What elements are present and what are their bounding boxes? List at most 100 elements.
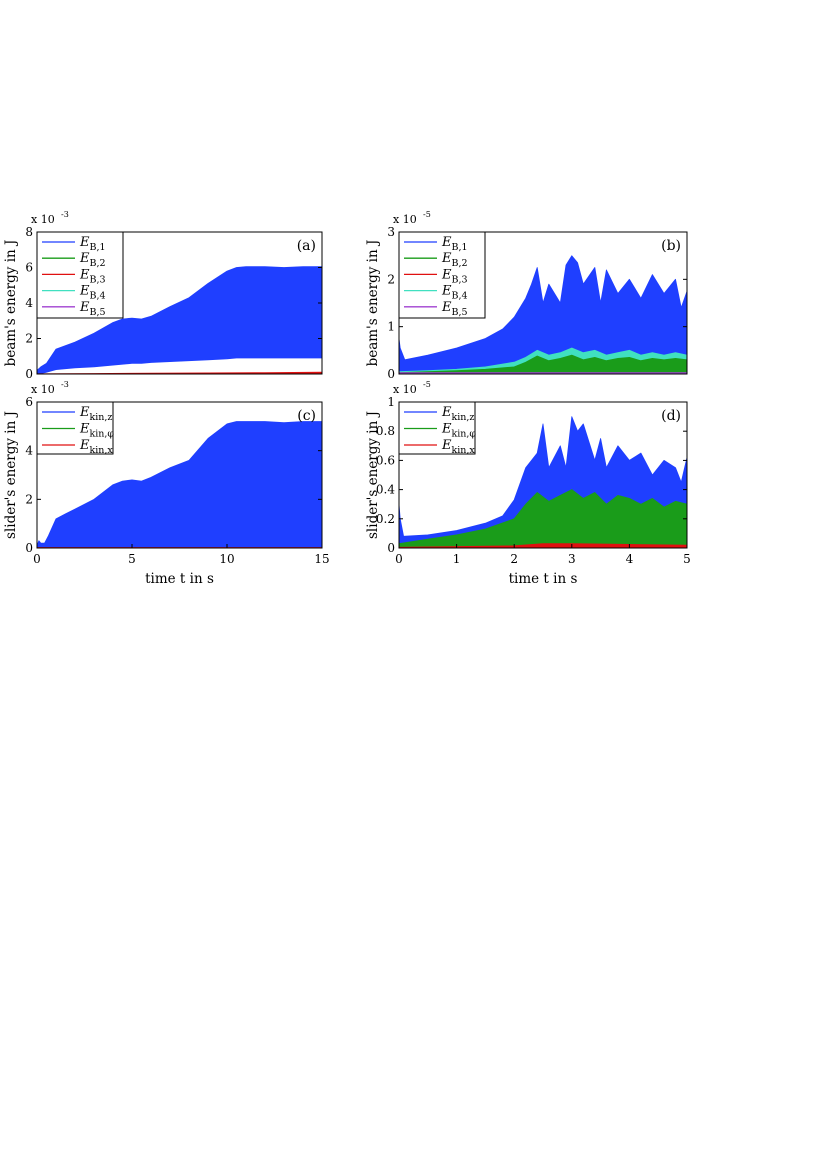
panel-c: 0 2 4 6 0 5 10 15 x 10 -3 (c) slider's energy in J t…	[3, 380, 330, 587]
y-tick-label: 2	[387, 272, 395, 286]
legend-entry-2: EB,2	[79, 251, 106, 269]
y-tick-label: 3	[387, 225, 395, 239]
y-tick-label: 0.4	[376, 483, 395, 497]
x-tick-label: 5	[128, 552, 136, 566]
legend-base: E	[79, 284, 90, 299]
y-tick-label: 6	[25, 261, 33, 275]
legend-base: E	[79, 251, 90, 266]
x-axis-label: time t in s	[145, 571, 214, 587]
x-tick-label: 15	[314, 552, 329, 566]
x-tick-label: 3	[568, 552, 576, 566]
legend-entry-2: Ekin,φ	[79, 422, 114, 440]
x-tick-label: 2	[510, 552, 518, 566]
legend-base: E	[79, 438, 90, 453]
legend-entry-5: EB,5	[441, 300, 468, 318]
legend-sub: B,4	[452, 291, 468, 302]
y-tick-label: 0.2	[376, 512, 395, 526]
legend-sub: kin,φ	[452, 429, 477, 440]
y-axis-label: slider's energy in J	[365, 411, 381, 539]
x-tick-label: 10	[219, 552, 234, 566]
legend-sub: kin,z	[452, 412, 475, 423]
legend-sub: kin,x	[90, 445, 114, 456]
legend-entry-3: EB,3	[79, 267, 106, 285]
y-tick-label: 4	[25, 296, 33, 310]
x-tick-label: 4	[626, 552, 634, 566]
legend-base: E	[441, 284, 452, 299]
y-tick-label: 0	[387, 367, 395, 381]
legend-sub: kin,z	[90, 412, 113, 423]
panel-label: (a)	[297, 238, 316, 254]
x-tick-label: 0	[33, 552, 41, 566]
panel-d: 0 0.2 0.4 0.6 0.8 1 0 1 2 3 4 5 x 10 -5 (d) slider's en…	[365, 380, 691, 587]
legend-sub: B,3	[90, 274, 106, 285]
y-tick-label: 2	[25, 492, 33, 506]
panel-label: (d)	[661, 408, 681, 424]
y-multiplier: x 10	[393, 383, 417, 396]
legend-base: E	[441, 251, 452, 266]
legend-sub: B,1	[90, 242, 106, 253]
legend-sub: B,2	[452, 258, 468, 269]
legend-entry-1: EB,1	[79, 235, 106, 253]
legend-sub: kin,x	[452, 445, 476, 456]
y-tick-label: 6	[25, 395, 33, 409]
legend-base: E	[79, 300, 90, 315]
legend-base: E	[79, 405, 90, 420]
legend-entry-3: Ekin,x	[441, 438, 475, 456]
y-tick-label: 1	[387, 395, 395, 409]
legend-sub: kin,φ	[90, 429, 115, 440]
legend-sub: B,5	[452, 307, 468, 318]
legend-entry-5: EB,5	[79, 300, 106, 318]
y-tick-label: 0.8	[376, 424, 395, 438]
y-tick-label: 0	[25, 541, 33, 555]
legend-base: E	[441, 300, 452, 315]
legend-base: E	[79, 267, 90, 282]
x-tick-label: 5	[683, 552, 691, 566]
x-tick-label: 1	[453, 552, 461, 566]
legend-entry-2: Ekin,φ	[441, 422, 476, 440]
y-axis-label: beam's energy in J	[3, 240, 19, 367]
legend-entry-1: Ekin,z	[79, 405, 112, 423]
y-multiplier: x 10	[31, 213, 55, 226]
legend-base: E	[79, 235, 90, 250]
legend-sub: B,2	[90, 258, 106, 269]
legend-base: E	[441, 235, 452, 250]
legend-entry-4: EB,4	[79, 284, 106, 302]
legend-entry-3: EB,3	[441, 267, 468, 285]
legend-entry-1: EB,1	[441, 235, 468, 253]
legend-sub: B,4	[90, 291, 106, 302]
axes-frame	[36, 401, 323, 549]
legend: EB,1EB,2EB,3EB,4EB,5	[398, 231, 486, 319]
legend-sub: B,3	[452, 274, 468, 285]
y-exponent: -5	[423, 210, 431, 219]
y-tick-label: 1	[387, 320, 395, 334]
legend-entry-2: EB,2	[441, 251, 468, 269]
legend-sub: B,5	[90, 307, 106, 318]
legend-base: E	[79, 422, 90, 437]
panel-label: (c)	[297, 408, 316, 424]
legend-base: E	[441, 267, 452, 282]
legend-entry-3: Ekin,x	[79, 438, 113, 456]
y-axis-label: slider's energy in J	[3, 411, 19, 539]
y-exponent: -3	[61, 380, 69, 389]
panel-label: (b)	[661, 238, 681, 254]
y-multiplier: x 10	[393, 213, 417, 226]
axes-frame	[398, 401, 688, 549]
legend: EB,1EB,2EB,3EB,4EB,5	[36, 231, 124, 319]
x-axis-label: time t in s	[509, 571, 578, 587]
legend-sub: B,1	[452, 242, 468, 253]
x-tick-label: 0	[395, 552, 403, 566]
legend-entry-4: EB,4	[441, 284, 468, 302]
legend-base: E	[441, 405, 452, 420]
y-tick-label: 2	[25, 332, 33, 346]
legend-entry-1: Ekin,z	[441, 405, 474, 423]
y-tick-label: 4	[25, 444, 33, 458]
y-tick-label: 0	[25, 367, 33, 381]
y-exponent: -3	[61, 210, 69, 219]
legend-base: E	[441, 438, 452, 453]
legend-base: E	[441, 422, 452, 437]
y-tick-label: 0	[387, 541, 395, 555]
